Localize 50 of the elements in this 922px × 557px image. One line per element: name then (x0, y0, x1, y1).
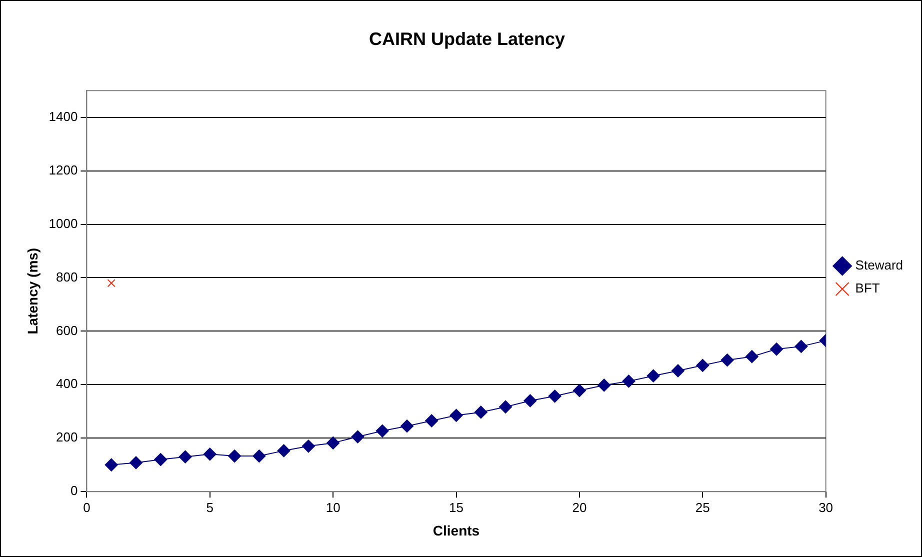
point (450, 408, 463, 422)
y-tick-label: 800 (56, 269, 78, 284)
y-tick-label: 200 (56, 430, 78, 445)
point (671, 364, 684, 378)
legend-label: BFT (855, 280, 880, 296)
y-tick-label: 1000 (48, 216, 78, 231)
point (154, 453, 168, 466)
point (572, 384, 586, 398)
point (228, 450, 242, 463)
legend-label: Steward (855, 258, 904, 273)
x-tick-label: 25 (695, 500, 710, 515)
point (499, 400, 512, 414)
point (252, 450, 266, 463)
point (524, 394, 537, 408)
point (646, 369, 660, 382)
point (129, 456, 142, 470)
x-tick-label: 5 (206, 500, 214, 515)
point (598, 378, 611, 392)
point (548, 390, 562, 403)
point (107, 279, 116, 288)
point (203, 448, 216, 461)
y-axis-title: Latency (ms) (24, 248, 40, 334)
point (376, 424, 389, 438)
point (720, 354, 734, 367)
point (178, 450, 192, 464)
x-tick-label: 30 (818, 500, 834, 515)
point (302, 440, 315, 453)
x-tick-label: 15 (449, 500, 464, 515)
y-tick-label: 400 (56, 376, 78, 392)
point (770, 342, 784, 356)
y-tick-label: 600 (56, 322, 78, 338)
x-tick-label: 20 (572, 500, 587, 515)
point (277, 444, 290, 458)
point (474, 406, 488, 419)
point (400, 420, 414, 433)
y-tick-label: 1200 (48, 162, 78, 178)
x-axis-title: Clients (432, 522, 480, 538)
point (326, 436, 340, 450)
point (622, 374, 636, 388)
y-tick-label: 0 (70, 483, 78, 498)
point (696, 358, 710, 372)
x-tick-label: 10 (326, 500, 340, 515)
point (104, 458, 118, 472)
point (351, 430, 364, 444)
point (794, 340, 808, 353)
point (745, 350, 758, 364)
point (425, 414, 438, 428)
chart-title: CAIRN Update Latency (368, 28, 566, 49)
x-tick-label: 0 (83, 500, 90, 515)
y-tick-label: 1400 (48, 108, 78, 124)
